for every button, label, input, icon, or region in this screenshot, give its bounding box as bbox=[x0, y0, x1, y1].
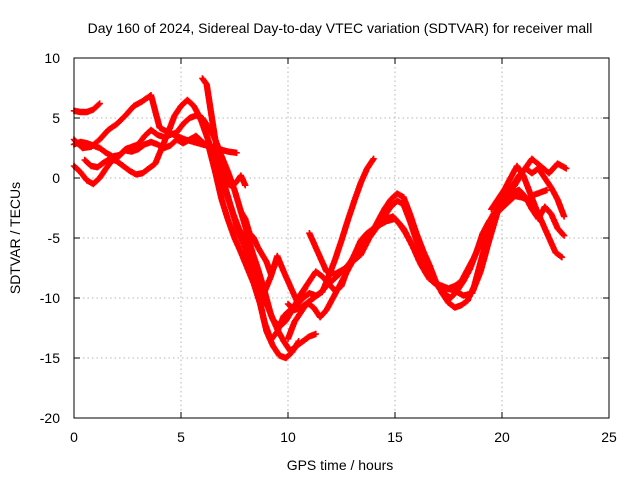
series-track-4 bbox=[70, 112, 309, 330]
y-tick-labels: -20 -15 -10 -5 0 5 10 bbox=[40, 50, 60, 426]
x-tick-label: 5 bbox=[177, 429, 185, 445]
y-tick-label: -5 bbox=[48, 230, 61, 246]
chart-title: Day 160 of 2024, Sidereal Day-to-day VTE… bbox=[88, 20, 593, 36]
y-tick-label: -20 bbox=[40, 410, 60, 426]
y-tick-label: 10 bbox=[44, 50, 60, 66]
x-tick-label: 0 bbox=[70, 429, 78, 445]
data-marker-path bbox=[203, 138, 319, 354]
series-track-12 bbox=[488, 162, 566, 261]
x-axis-label: GPS time / hours bbox=[287, 457, 394, 473]
data-marker-path bbox=[237, 208, 279, 278]
series-track-1 bbox=[70, 100, 103, 116]
data-marker-path bbox=[70, 100, 103, 116]
data-marker-path bbox=[70, 112, 309, 330]
y-tick-label: -10 bbox=[40, 290, 60, 306]
data-marker-path bbox=[488, 162, 566, 261]
y-tick-label: -15 bbox=[40, 350, 60, 366]
x-tick-label: 25 bbox=[601, 429, 617, 445]
x-tick-label: 10 bbox=[280, 429, 296, 445]
x-tick-label: 15 bbox=[387, 429, 403, 445]
series-track-13 bbox=[237, 208, 279, 278]
data-points bbox=[70, 75, 570, 362]
x-tick-label: 20 bbox=[494, 429, 510, 445]
axis-ticks bbox=[73, 57, 610, 419]
y-axis-label: SDTVAR / TECUs bbox=[7, 182, 23, 294]
data-marker-path bbox=[284, 186, 568, 342]
series-track-10 bbox=[284, 186, 568, 342]
y-tick-label: 5 bbox=[52, 110, 60, 126]
y-tick-label: 0 bbox=[52, 170, 60, 186]
series-track-11 bbox=[203, 138, 319, 354]
x-tick-labels: 0 5 10 15 20 25 bbox=[70, 429, 617, 445]
